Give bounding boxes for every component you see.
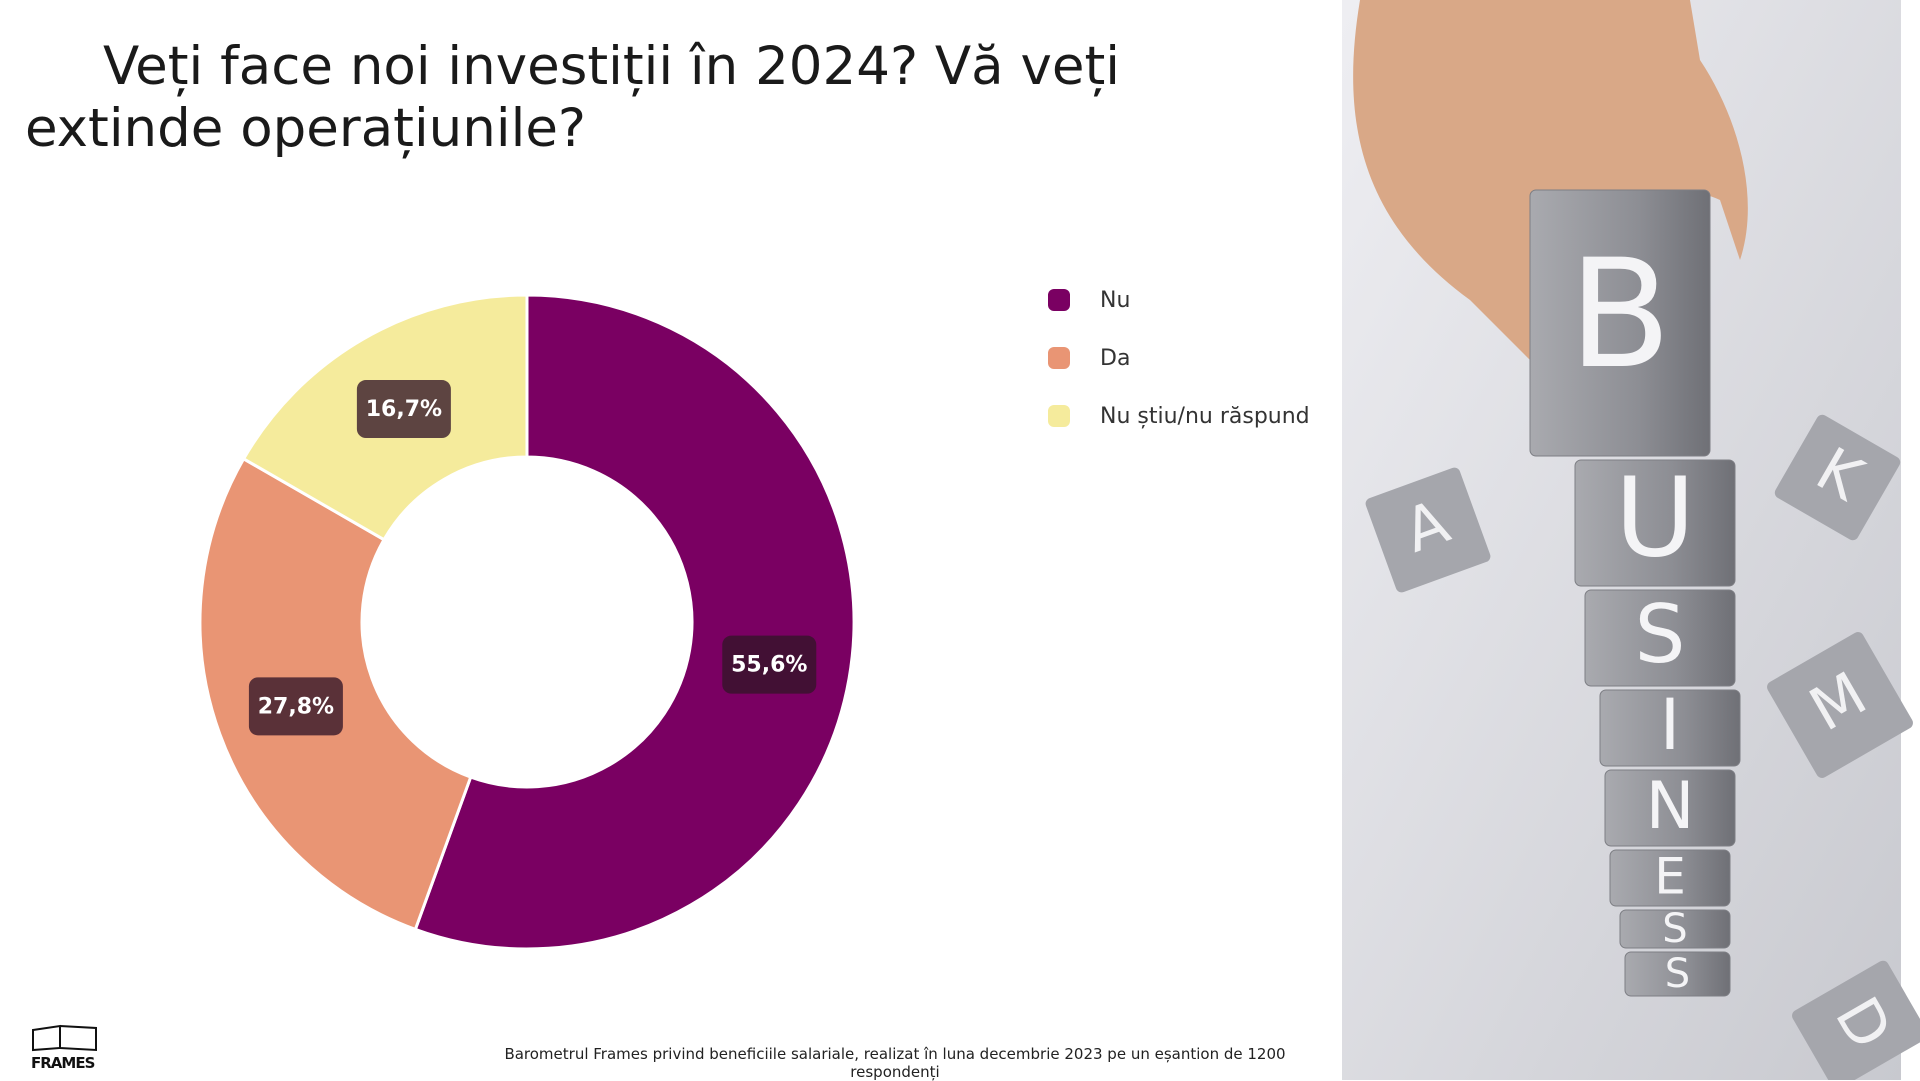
data-label: 27,8% bbox=[258, 694, 334, 719]
cube bbox=[1624, 951, 1731, 997]
legend-marker bbox=[1048, 289, 1070, 311]
cube-letter: S bbox=[1635, 588, 1686, 681]
legend-label: Nu bbox=[1100, 288, 1130, 313]
side-cube: M bbox=[1767, 632, 1913, 778]
cube bbox=[1584, 589, 1736, 687]
cube-letter: E bbox=[1654, 848, 1686, 906]
side-cube: A bbox=[1365, 467, 1491, 593]
data-label-box bbox=[722, 635, 817, 694]
cube-letter: U bbox=[1615, 453, 1696, 581]
cube bbox=[1529, 189, 1711, 457]
side-cube: D bbox=[1792, 960, 1920, 1080]
legend-marker bbox=[1048, 405, 1070, 427]
donut-segment bbox=[413, 293, 856, 951]
cube-letter: S bbox=[1665, 951, 1690, 997]
logo-text: FRAMES bbox=[31, 1054, 95, 1072]
source-note: Barometrul Frames privind beneficiile sa… bbox=[504, 1045, 1286, 1081]
chart-title: Veți face noi investiții în 2024? Vă veț… bbox=[25, 36, 1120, 159]
cube bbox=[1774, 414, 1901, 541]
data-label: 16,7% bbox=[366, 397, 442, 422]
legend-marker bbox=[1048, 347, 1070, 369]
cube bbox=[1609, 849, 1731, 907]
logo-icon bbox=[32, 1024, 97, 1052]
data-label-box bbox=[248, 677, 343, 736]
cube bbox=[1365, 467, 1491, 593]
cube-letter: N bbox=[1646, 769, 1695, 844]
cube bbox=[1574, 459, 1736, 587]
cube bbox=[1792, 960, 1920, 1080]
side-cube: K bbox=[1774, 414, 1901, 541]
legend-label: Da bbox=[1100, 346, 1130, 371]
cube bbox=[1599, 689, 1741, 767]
cube bbox=[1604, 769, 1736, 847]
cube bbox=[1767, 632, 1913, 778]
cube-letter: B bbox=[1569, 228, 1672, 402]
hand bbox=[1353, 0, 1748, 360]
cube-letter: S bbox=[1662, 906, 1687, 952]
donut: 55,6% 27,8% 16,7% bbox=[198, 293, 856, 951]
legend-label: Nu știu/nu răspund bbox=[1100, 404, 1310, 429]
cube-letter: I bbox=[1660, 684, 1681, 766]
data-label-box bbox=[356, 380, 451, 439]
data-label: 55,6% bbox=[731, 653, 807, 678]
cube bbox=[1619, 909, 1731, 949]
